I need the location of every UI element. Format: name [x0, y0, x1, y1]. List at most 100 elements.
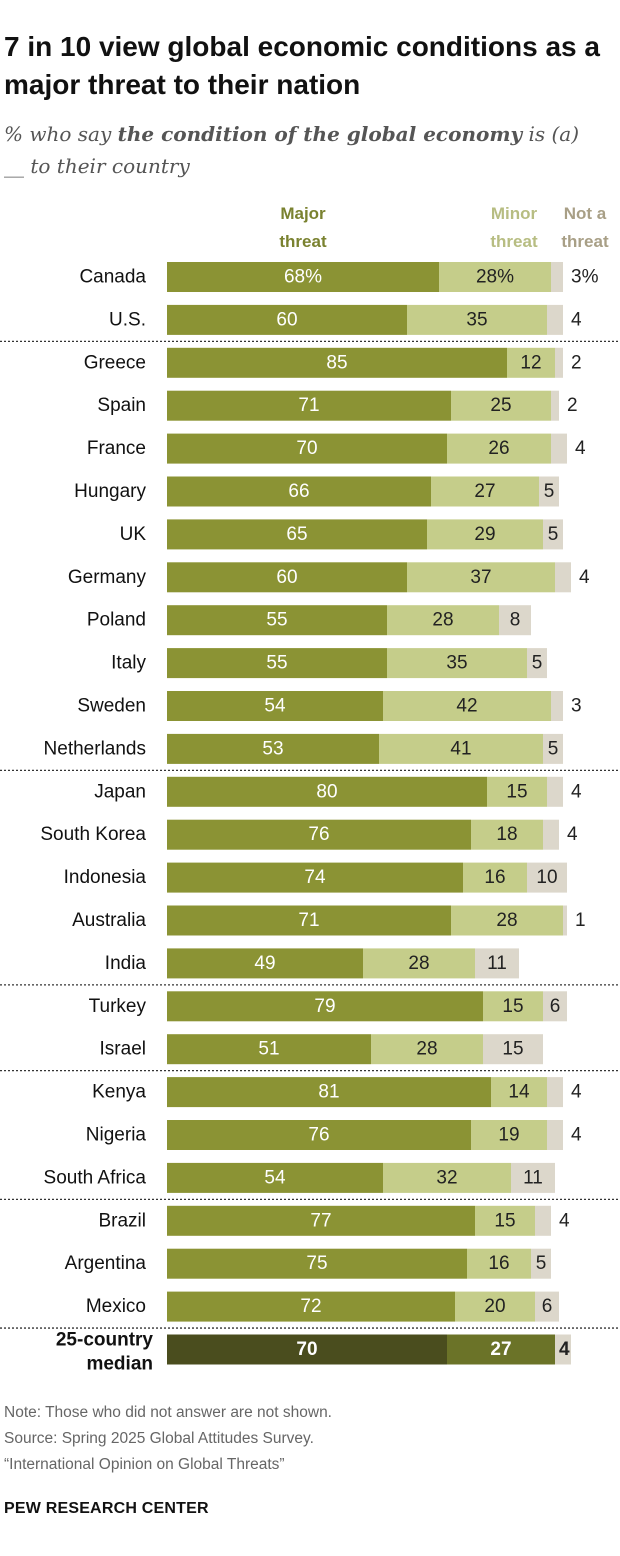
bar-minor [387, 605, 499, 636]
bar-major [167, 1077, 491, 1108]
bar-not [543, 519, 563, 550]
bar-major [167, 905, 451, 936]
bar-not [547, 776, 563, 807]
value-label-not: 5 [548, 738, 559, 759]
value-label-not: 8 [510, 610, 521, 631]
legend-major: Major threat [262, 200, 344, 256]
value-label-not: 5 [532, 653, 543, 674]
bar-major [167, 948, 363, 979]
value-label-minor: 25 [490, 395, 511, 416]
value-label-major: 74 [304, 867, 326, 888]
bar-major [167, 433, 447, 464]
bar-minor [471, 819, 543, 850]
category-label: Turkey [89, 996, 147, 1017]
value-label-not: 4 [575, 438, 586, 459]
value-label-major: 85 [326, 352, 347, 373]
value-label-minor: 19 [498, 1125, 519, 1146]
value-label-major: 79 [314, 996, 335, 1017]
category-label: Hungary [74, 481, 146, 502]
note-text: Note: Those who did not answer are not s… [4, 1404, 332, 1421]
category-label: Germany [68, 567, 147, 588]
value-label-not: 4 [579, 567, 590, 588]
bar-not [475, 948, 519, 979]
category-label: Brazil [98, 1210, 146, 1231]
value-label-major: 72 [300, 1296, 321, 1317]
bar-major [167, 776, 487, 807]
bar-minor [439, 262, 551, 292]
value-label-major: 60 [276, 567, 297, 588]
category-label: Israel [100, 1039, 146, 1060]
value-label-major: 80 [316, 781, 337, 802]
value-label-not: 5 [548, 524, 559, 545]
value-label-minor: 28% [476, 267, 514, 288]
bar-minor [451, 390, 551, 421]
bar-not [511, 1162, 555, 1193]
bar-minor [407, 562, 555, 593]
value-label-minor: 35 [446, 653, 467, 674]
bar-not [543, 819, 559, 850]
category-label: South Africa [44, 1167, 147, 1188]
value-label-minor: 28 [416, 1039, 437, 1060]
category-label: Italy [111, 653, 146, 674]
bar-major [167, 1034, 371, 1065]
value-label-not: 4 [571, 309, 582, 330]
bar-not [555, 347, 563, 378]
bar-not [535, 1205, 551, 1236]
value-label-major: 65 [286, 524, 307, 545]
bar-not [551, 390, 559, 421]
value-label-major: 71 [298, 395, 319, 416]
value-label-not: 4 [571, 1125, 582, 1146]
bar-not [551, 262, 563, 292]
value-label-not: 3% [571, 267, 599, 288]
category-label: 25-country median [56, 1330, 154, 1375]
value-label-major: 53 [262, 738, 283, 759]
bar-not [543, 733, 563, 764]
bar-major [167, 1334, 447, 1365]
value-label-major: 60 [276, 309, 297, 330]
value-label-major: 70 [296, 1339, 317, 1360]
value-label-minor: 37 [470, 567, 491, 588]
value-label-minor: 29 [474, 524, 495, 545]
bar-major [167, 519, 427, 550]
value-label-minor: 28 [496, 910, 517, 931]
value-label-major: 76 [308, 1125, 329, 1146]
bar-minor [467, 1248, 531, 1279]
value-label-minor: 42 [456, 696, 477, 717]
legend-not-label: Not a threat [561, 204, 609, 251]
bar-major [167, 1291, 455, 1322]
value-label-minor: 15 [506, 781, 527, 802]
value-label-major: 49 [254, 953, 275, 974]
bar-not [483, 1034, 543, 1065]
value-label-major: 76 [308, 824, 329, 845]
value-label-minor: 35 [466, 309, 487, 330]
value-label-major: 81 [318, 1082, 339, 1103]
category-label: Indonesia [64, 867, 147, 888]
category-label: Mexico [86, 1296, 146, 1317]
category-label: U.S. [109, 309, 146, 330]
bar-major [167, 262, 439, 292]
value-label-minor: 15 [494, 1210, 515, 1231]
bar-not [547, 304, 563, 335]
value-label-minor: 16 [488, 1253, 509, 1274]
bar-major [167, 691, 383, 721]
value-label-not: 2 [571, 352, 582, 373]
bar-minor [379, 733, 543, 764]
category-label: Greece [84, 352, 146, 373]
chart-title: 7 in 10 view global economic conditions … [4, 31, 600, 100]
value-label-major: 51 [258, 1039, 279, 1060]
value-label-not: 6 [550, 996, 561, 1017]
value-label-major: 54 [264, 696, 286, 717]
bar-not [539, 476, 559, 507]
value-label-major: 55 [266, 653, 287, 674]
bar-major [167, 862, 463, 893]
category-label: UK [120, 524, 147, 545]
category-label: Nigeria [86, 1125, 147, 1146]
bar-not [535, 1291, 559, 1322]
value-label-minor: 28 [432, 610, 453, 631]
bar-not [531, 1248, 551, 1279]
value-label-minor: 12 [520, 352, 541, 373]
value-label-not: 11 [523, 1167, 543, 1188]
bar-not [555, 1334, 571, 1365]
value-label-minor: 27 [490, 1339, 511, 1360]
category-label: France [87, 438, 146, 459]
